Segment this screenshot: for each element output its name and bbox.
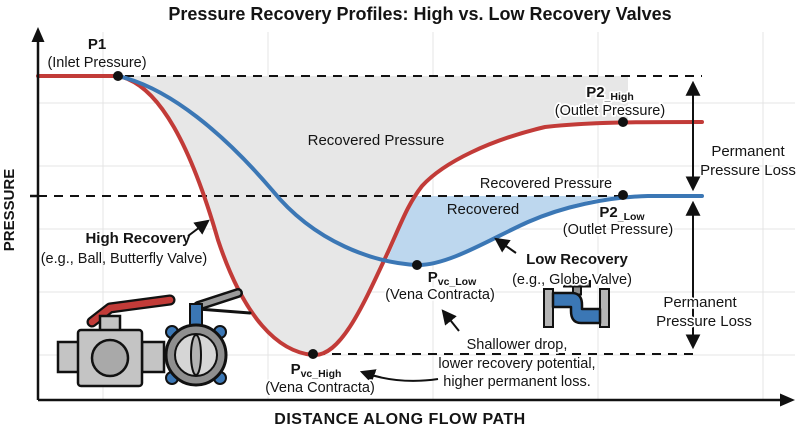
diagram-title: Pressure Recovery Profiles: High vs. Low… xyxy=(168,4,671,24)
low-recovery-label: Low Recovery xyxy=(526,251,628,268)
butterfly-valve-icon xyxy=(164,288,252,387)
pvc-high-dot xyxy=(308,349,318,359)
low-recovery-pointer-arrow xyxy=(494,237,517,254)
p1-dot xyxy=(113,71,123,81)
permanent-loss-lower-line2: Pressure Loss xyxy=(656,313,752,330)
x-axis-label: DISTANCE ALONG FLOW PATH xyxy=(274,411,525,428)
high-recovery-label: High Recovery xyxy=(85,230,191,247)
permanent-loss-upper-line1: Permanent xyxy=(711,143,785,160)
high-recovery-curve xyxy=(36,74,704,358)
pvc-low-dot xyxy=(412,260,422,270)
shallower-note-arrow-to-pvc-high xyxy=(359,369,439,384)
low-recovery-curve xyxy=(116,74,704,268)
shallower-note-line2: lower recovery potential, xyxy=(438,356,595,372)
p1-desc: (Inlet Pressure) xyxy=(47,55,146,71)
high-recovery-pointer-arrow xyxy=(187,219,210,237)
x-axis-arrowhead xyxy=(780,393,795,407)
ball-valve-icon xyxy=(56,294,176,388)
pvc-low-desc: (Vena Contracta) xyxy=(385,287,495,303)
axes xyxy=(30,27,795,407)
p2-high-desc: (Outlet Pressure) xyxy=(555,103,665,119)
recovered-pressure-region-gray xyxy=(118,76,628,356)
recovered-pressure-upper-label: Recovered Pressure xyxy=(308,132,445,149)
p2-low-desc: (Outlet Pressure) xyxy=(563,222,673,238)
p2-high-dot xyxy=(618,117,628,127)
p2-low-dot xyxy=(618,190,628,200)
recovered-pressure-region-blue xyxy=(386,196,623,266)
p2-low-label: P2_Low xyxy=(599,204,645,223)
reference-dashed-lines xyxy=(38,75,702,355)
permanent-loss-lower-line1: Permanent xyxy=(663,294,737,311)
pvc-high-desc: (Vena Contracta) xyxy=(265,380,375,396)
globe-valve-icon xyxy=(543,280,610,328)
recovered-pressure-lower-label: Recovered Pressure xyxy=(480,176,612,192)
shallower-note-arrow-to-pvc-low xyxy=(441,309,460,332)
shallower-note-line3: higher permanent loss. xyxy=(443,374,591,390)
permanent-loss-upper-line2: Pressure Loss xyxy=(700,162,796,179)
pvc-low-label: Pvc_Low xyxy=(428,269,477,288)
recovered-short-label: Recovered xyxy=(447,201,520,218)
low-recovery-examples: (e.g., Globe Valve) xyxy=(512,272,632,288)
p2-high-label: P2_High xyxy=(586,84,634,103)
key-point-dots xyxy=(113,71,628,359)
p1-label: P1 xyxy=(88,36,106,53)
y-axis-arrowhead xyxy=(31,27,45,42)
shallower-note-line1: Shallower drop, xyxy=(467,337,568,353)
high-recovery-examples: (e.g., Ball, Butterfly Valve) xyxy=(41,251,208,267)
pvc-high-label: Pvc_High xyxy=(291,361,342,380)
y-axis-label: PRESSURE xyxy=(1,169,18,252)
